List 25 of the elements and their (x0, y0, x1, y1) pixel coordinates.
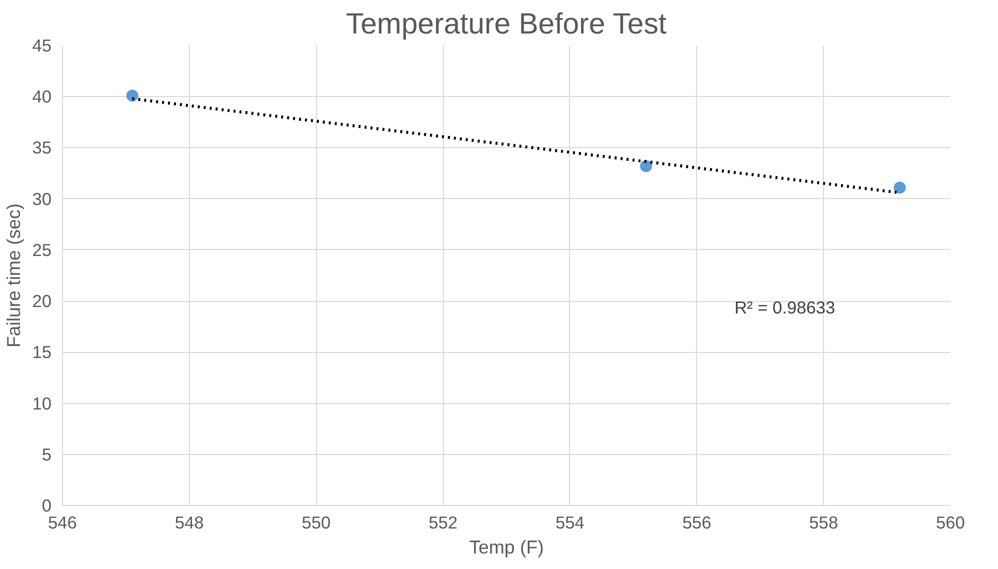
y-tick-label: 45 (32, 36, 52, 56)
y-tick-label: 40 (32, 86, 52, 107)
x-tick-label: 556 (682, 512, 712, 532)
x-axis-title: Temp (F) (469, 536, 544, 558)
x-tick-label: 552 (428, 512, 458, 532)
y-tick-label: 15 (32, 342, 52, 362)
y-tick-label: 20 (32, 291, 52, 312)
x-tick-label: 548 (174, 512, 204, 532)
point (894, 182, 906, 194)
y-axis-title: Failure time (sec) (3, 203, 24, 348)
y-tick-label: 10 (32, 393, 52, 414)
point (126, 90, 138, 102)
x-tick-label: 546 (48, 512, 77, 532)
x-tick-label: 558 (809, 512, 838, 532)
point (640, 160, 652, 172)
x-tick-label: 560 (936, 512, 965, 532)
y-tick-label: 5 (42, 444, 52, 464)
y-tick-label: 0 (42, 496, 52, 516)
annotation: R² = 0.98633 (734, 298, 836, 318)
y-tick-label: 25 (32, 240, 52, 260)
y-tick-label: 35 (32, 138, 52, 158)
x-tick-label: 554 (555, 512, 585, 532)
chart-title: Temperature Before Test (346, 8, 667, 40)
y-tick-label: 30 (32, 188, 52, 209)
x-tick-label: 550 (302, 512, 331, 532)
